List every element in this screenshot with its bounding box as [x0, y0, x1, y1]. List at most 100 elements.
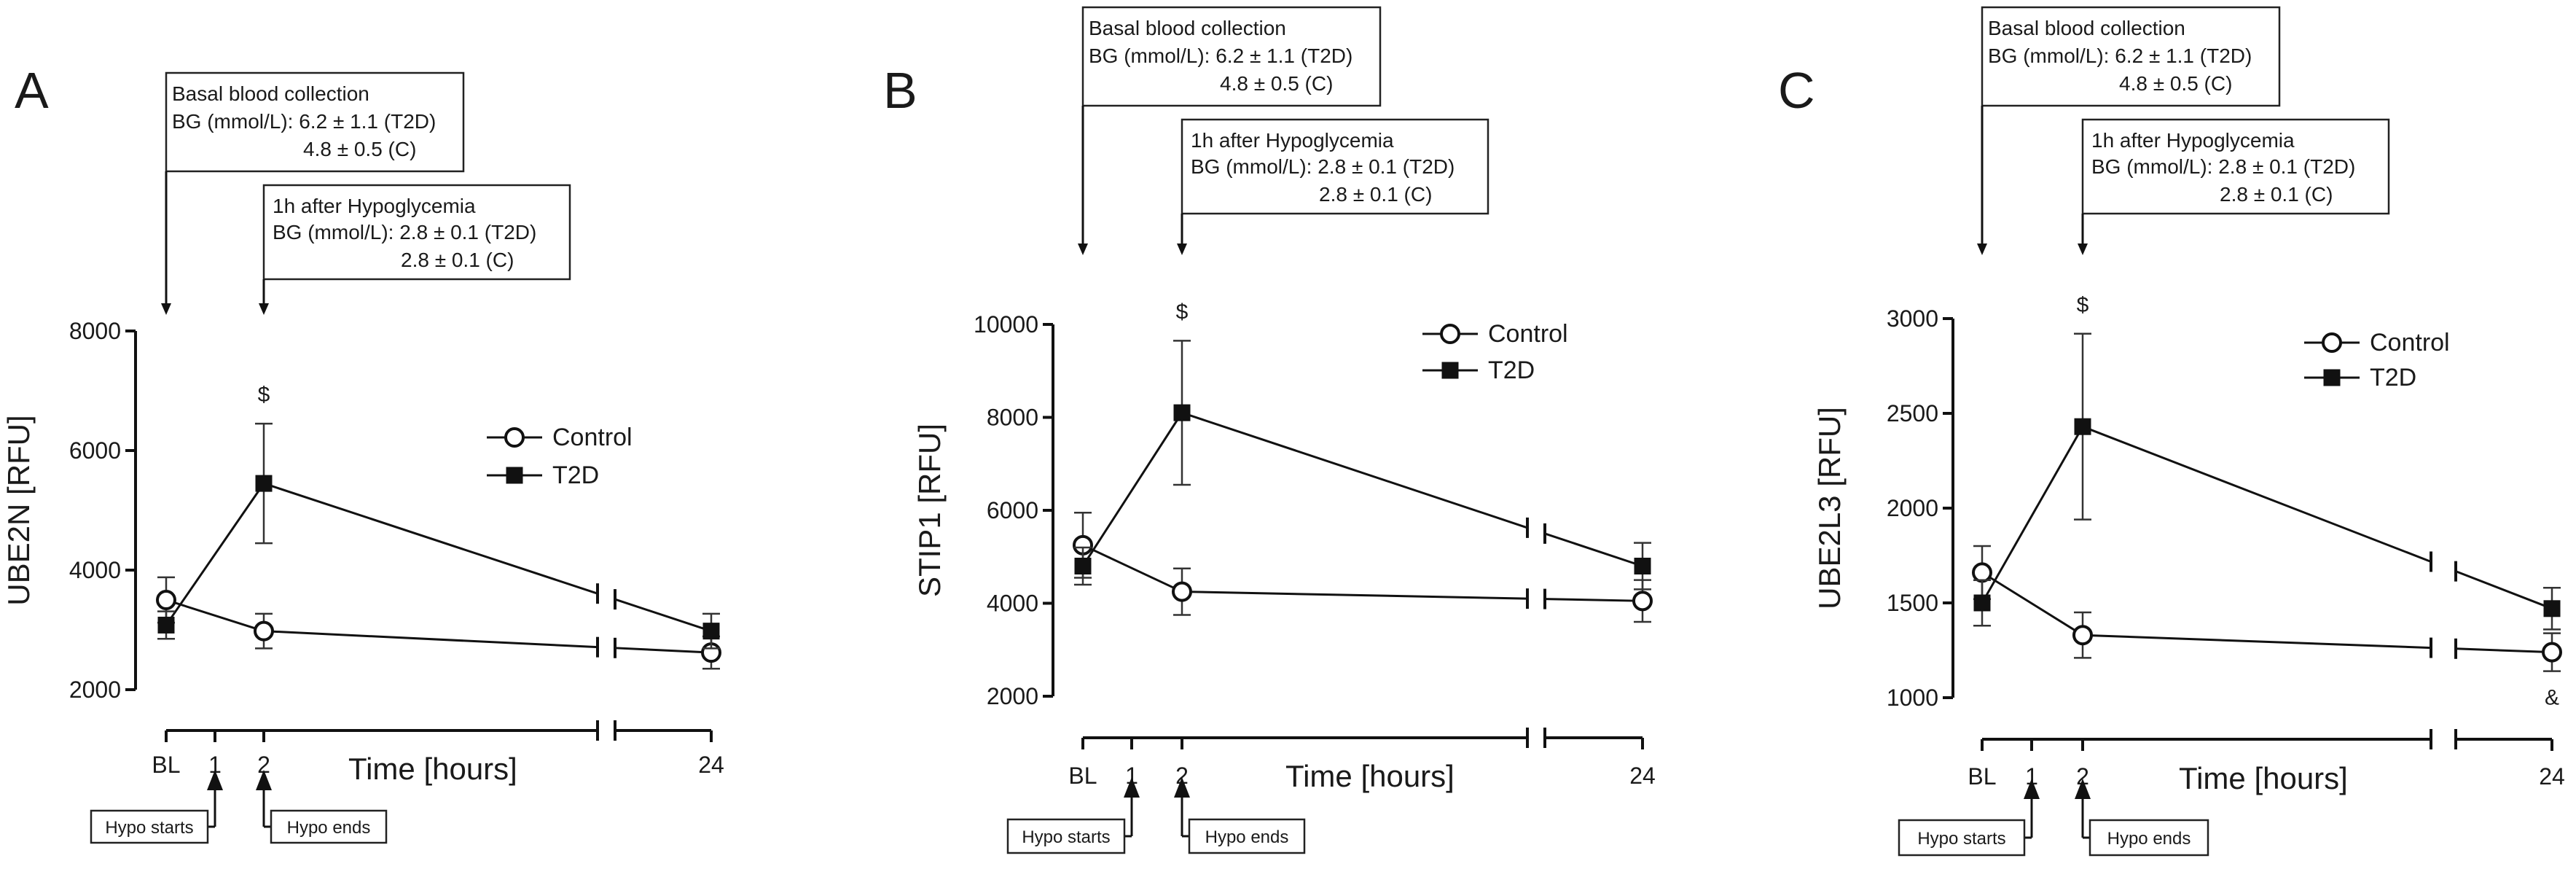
hypo-annotation-box [2081, 118, 2390, 215]
x-tick-label: 2 [1175, 763, 1189, 789]
series-line [263, 630, 598, 649]
hypo-start-box [1006, 818, 1126, 854]
basal-annotation-line1: BG (mmol/L): 6.2 ± 1.1 (T2D) [172, 110, 436, 133]
hypo-start-arrow-head [2024, 779, 2040, 799]
series-line [165, 483, 265, 626]
x-tick-label: BL [152, 752, 180, 778]
y-tick-label: 10000 [974, 311, 1038, 338]
y-tick-label: 8000 [69, 318, 121, 344]
basal-arrow-head [1078, 243, 1088, 255]
y-tick-label: 6000 [987, 497, 1038, 523]
hypo-end-label: Hypo ends [1205, 827, 1289, 847]
panel-a: A Basal blood collection BG (mmol/L): 6.2 … [1, 62, 724, 844]
series-line [1082, 544, 1183, 593]
series-control [1972, 545, 2562, 672]
significance-mark: $ [2077, 293, 2089, 317]
x-axis-title: Time [hours] [348, 752, 517, 786]
hypo-start-label: Hypo starts [1917, 829, 2005, 849]
series-t2d [1973, 332, 2561, 631]
x-tick-label: 1 [208, 752, 222, 778]
series-line [2082, 634, 2432, 650]
y-tick-label: 2000 [1887, 495, 1938, 521]
legend-t2d-marker [2323, 369, 2341, 386]
y-axis-label: UBE2N [RFU] [1, 415, 36, 605]
basal-annotation-title: Basal blood collection [172, 82, 369, 105]
hypo-annotation-line2: 2.8 ± 0.1 (C) [1319, 183, 1432, 206]
hypo-arrow-head [1177, 243, 1187, 255]
data-point [254, 620, 274, 642]
data-point [2072, 625, 2093, 646]
series-line [614, 598, 712, 633]
basal-annotation-box [1981, 6, 2281, 107]
basal-annotation-title: Basal blood collection [1089, 17, 1286, 39]
series-line [263, 482, 598, 595]
hypo-annotation-line1: BG (mmol/L): 2.8 ± 0.1 (T2D) [273, 221, 536, 243]
hypo-annotation-line2: 2.8 ± 0.1 (C) [401, 249, 514, 271]
x-tick-label: 2 [257, 752, 270, 778]
basal-arrow-head [161, 303, 171, 315]
y-axis-label: UBE2L3 [RFU] [1812, 407, 1847, 609]
panel-label: A [15, 62, 49, 119]
series-line [1181, 591, 1528, 600]
basal-annotation-line2: 4.8 ± 0.5 (C) [2119, 72, 2232, 95]
basal-arrow-head [1977, 243, 1987, 255]
hypo-annotation-line1: BG (mmol/L): 2.8 ± 0.1 (T2D) [1191, 155, 1455, 178]
hypo-start-arrow-head [207, 770, 223, 790]
hypo-annotation-title: 1h after Hypoglycemia [2091, 129, 2295, 152]
x-axis-title: Time [hours] [1285, 759, 1455, 793]
panel-label: C [1778, 62, 1815, 119]
hypo-end-arrow-head [1174, 777, 1190, 798]
series-control [156, 576, 721, 670]
series-line [1981, 572, 2083, 636]
legend-control-marker [504, 427, 525, 448]
series-t2d [1074, 340, 1651, 591]
y-tick-label: 2500 [1887, 400, 1938, 426]
data-point [1173, 404, 1191, 421]
data-point [702, 623, 720, 640]
significance-mark: & [2545, 686, 2559, 710]
x-tick-label: 24 [698, 752, 724, 778]
panel-b: B Basal blood collection BG (mmol/L): 6.2 … [883, 6, 1656, 854]
hypo-annotation-title: 1h after Hypoglycemia [273, 195, 476, 217]
x-tick-label: BL [1068, 763, 1097, 789]
series-line [165, 599, 265, 633]
data-point [1972, 562, 1992, 583]
legend-t2d-label: T2D [552, 461, 599, 489]
basal-annotation-line2: 4.8 ± 0.5 (C) [303, 138, 416, 160]
hypo-start-label: Hypo starts [1022, 827, 1110, 847]
hypo-end-box [2088, 819, 2209, 857]
hypo-start-label: Hypo starts [105, 818, 193, 838]
hypo-end-box [270, 809, 388, 844]
significance-mark: $ [1176, 300, 1189, 324]
legend-control-label: Control [1488, 320, 1568, 348]
data-point [157, 616, 175, 634]
series-t2d [157, 422, 720, 650]
series-line [614, 647, 712, 654]
hypo-annotation-box [262, 184, 571, 281]
series-line [2455, 570, 2553, 610]
data-point [1172, 581, 1192, 602]
data-point [255, 475, 273, 492]
data-point [2542, 642, 2562, 663]
y-tick-label: 2000 [987, 683, 1038, 709]
legend-control-marker [2322, 332, 2342, 353]
hypo-annotation-title: 1h after Hypoglycemia [1191, 129, 1394, 152]
significance-mark: $ [258, 383, 270, 407]
legend-t2d-marker [1441, 362, 1459, 379]
hypo-end-arrow-head [2075, 779, 2091, 799]
x-tick-label: BL [1968, 763, 1996, 790]
hypo-end-label: Hypo ends [2107, 829, 2191, 849]
data-point [156, 590, 176, 610]
series-control [1073, 511, 1653, 623]
panel-c: C Basal blood collection BG (mmol/L): 6.2 … [1778, 6, 2565, 857]
y-axis-label: STIP1 [RFU] [912, 424, 947, 597]
hypo-arrow-head [259, 303, 269, 315]
basal-annotation-line2: 4.8 ± 0.5 (C) [1220, 72, 1333, 95]
x-tick-label: 1 [1125, 763, 1138, 789]
series-line [2455, 647, 2553, 654]
hypo-start-box [90, 809, 209, 844]
legend-control-marker [1440, 324, 1460, 344]
x-tick-label: 1 [2025, 763, 2038, 790]
x-tick-label: 24 [2539, 763, 2565, 790]
